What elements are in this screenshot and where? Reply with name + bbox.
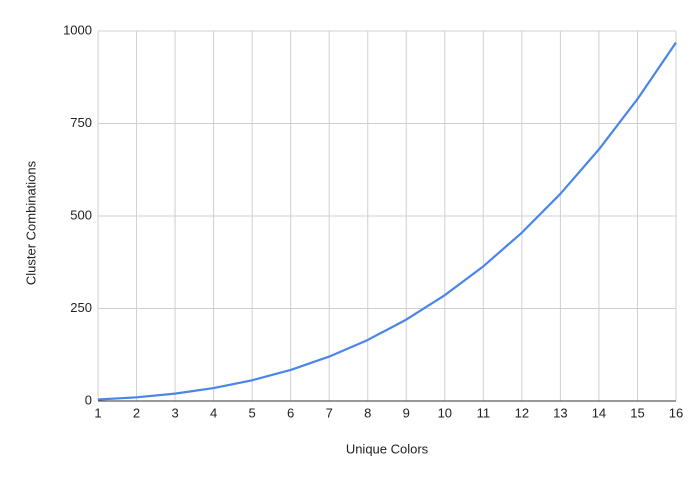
x-tick-label: 14 — [592, 405, 606, 420]
x-tick-label: 12 — [515, 405, 529, 420]
x-tick-label: 6 — [287, 405, 294, 420]
y-tick-label: 250 — [70, 300, 92, 315]
y-axis-label: Cluster Combinations — [23, 160, 38, 285]
x-tick-label: 2 — [133, 405, 140, 420]
x-axis-label: Unique Colors — [346, 441, 429, 456]
x-tick-label: 11 — [477, 405, 491, 420]
x-tick-label: 9 — [403, 405, 410, 420]
x-tick-label: 3 — [171, 405, 178, 420]
data-line — [97, 41, 677, 401]
x-tick-label: 16 — [669, 405, 683, 420]
x-tick-label: 7 — [326, 405, 333, 420]
y-tick-label: 1000 — [63, 22, 92, 37]
x-tick-label: 13 — [553, 405, 567, 420]
x-tick-label: 4 — [210, 405, 217, 420]
y-tick-label: 500 — [70, 207, 92, 222]
x-tick-label: 1 — [94, 405, 101, 420]
x-tick-label: 10 — [438, 405, 452, 420]
x-tick-label: 15 — [630, 405, 644, 420]
y-tick-label: 750 — [70, 115, 92, 130]
y-tick-label: 0 — [85, 392, 92, 407]
x-tick-label: 5 — [249, 405, 256, 420]
x-tick-label: 8 — [364, 405, 371, 420]
